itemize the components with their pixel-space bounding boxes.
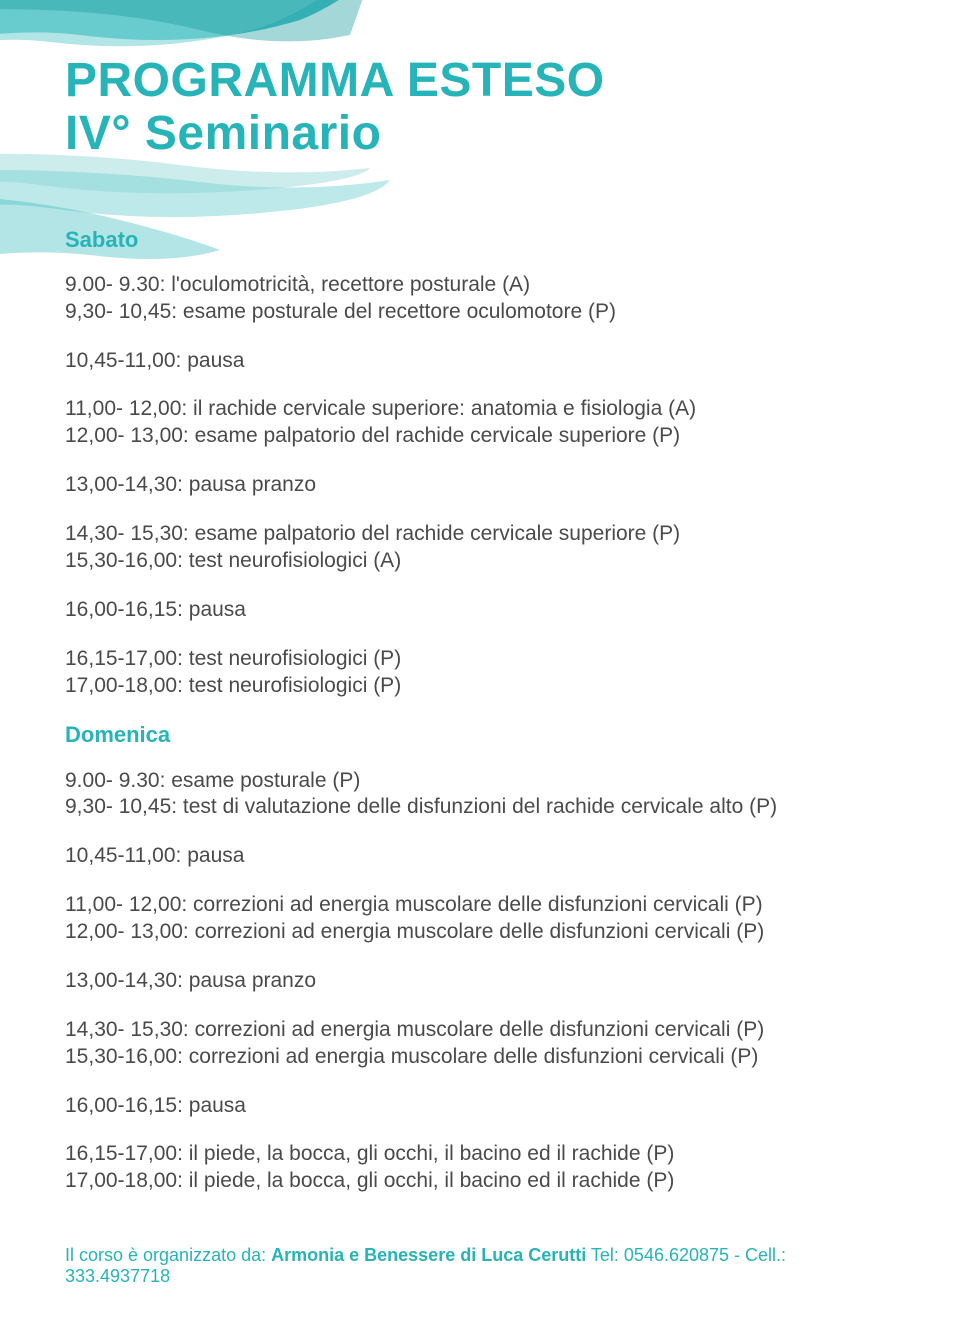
- schedule-block: 13,00-14,30: pausa pranzo: [65, 968, 895, 995]
- schedule-body: Sabato 9.00- 9.30: l'oculomotricità, rece…: [65, 226, 895, 1196]
- schedule-line: 16,15-17,00: il piede, la bocca, gli occ…: [65, 1141, 895, 1168]
- footer: Il corso è organizzato da: Armonia e Ben…: [65, 1245, 895, 1287]
- schedule-line: 17,00-18,00: il piede, la bocca, gli occ…: [65, 1168, 895, 1195]
- schedule-block: 11,00- 12,00: correzioni ad energia musc…: [65, 892, 895, 946]
- footer-org-name: Armonia e Benessere di Luca Cerutti: [271, 1245, 586, 1265]
- day-label: Domenica: [65, 721, 895, 749]
- schedule-line: 16,00-16,15: pausa: [65, 1093, 895, 1120]
- schedule-line: 13,00-14,30: pausa pranzo: [65, 472, 895, 499]
- schedule-block: 9.00- 9.30: esame posturale (P)9,30- 10,…: [65, 768, 895, 822]
- page-content: PROGRAMMA ESTESO IV° Seminario Sabato 9.0…: [0, 0, 960, 1195]
- title-line-1: PROGRAMMA ESTESO: [65, 55, 895, 108]
- schedule-line: 13,00-14,30: pausa pranzo: [65, 968, 895, 995]
- schedule-block: 9.00- 9.30: l'oculomotricità, recettore …: [65, 272, 895, 326]
- schedule-line: 9,30- 10,45: test di valutazione delle d…: [65, 794, 895, 821]
- schedule-line: 10,45-11,00: pausa: [65, 348, 895, 375]
- title-line-2: IV° Seminario: [65, 108, 895, 161]
- schedule-line: 14,30- 15,30: correzioni ad energia musc…: [65, 1017, 895, 1044]
- schedule-line: 14,30- 15,30: esame palpatorio del rachi…: [65, 521, 895, 548]
- schedule-block: 14,30- 15,30: esame palpatorio del rachi…: [65, 521, 895, 575]
- schedule-line: 16,00-16,15: pausa: [65, 597, 895, 624]
- schedule-block: 14,30- 15,30: correzioni ad energia musc…: [65, 1017, 895, 1071]
- schedule-block: 16,15-17,00: test neurofisiologici (P)17…: [65, 646, 895, 700]
- schedule-line: 11,00- 12,00: correzioni ad energia musc…: [65, 892, 895, 919]
- schedule-line: 11,00- 12,00: il rachide cervicale super…: [65, 396, 895, 423]
- schedule-block: 11,00- 12,00: il rachide cervicale super…: [65, 396, 895, 450]
- schedule-line: 12,00- 13,00: correzioni ad energia musc…: [65, 919, 895, 946]
- schedule-block: 13,00-14,30: pausa pranzo: [65, 472, 895, 499]
- schedule-block: 16,15-17,00: il piede, la bocca, gli occ…: [65, 1141, 895, 1195]
- schedule-line: 15,30-16,00: correzioni ad energia musco…: [65, 1044, 895, 1071]
- schedule-line: 9.00- 9.30: l'oculomotricità, recettore …: [65, 272, 895, 299]
- schedule-line: 15,30-16,00: test neurofisiologici (A): [65, 548, 895, 575]
- schedule-line: 16,15-17,00: test neurofisiologici (P): [65, 646, 895, 673]
- footer-intro: Il corso è organizzato da:: [65, 1245, 271, 1265]
- schedule-block: 10,45-11,00: pausa: [65, 843, 895, 870]
- schedule-line: 17,00-18,00: test neurofisiologici (P): [65, 673, 895, 700]
- schedule-line: 12,00- 13,00: esame palpatorio del rachi…: [65, 423, 895, 450]
- schedule-block: 16,00-16,15: pausa: [65, 1093, 895, 1120]
- page-title: PROGRAMMA ESTESO IV° Seminario: [65, 55, 895, 161]
- day-label: Sabato: [65, 226, 895, 254]
- schedule-block: 10,45-11,00: pausa: [65, 348, 895, 375]
- schedule-line: 9.00- 9.30: esame posturale (P): [65, 768, 895, 795]
- schedule-line: 10,45-11,00: pausa: [65, 843, 895, 870]
- schedule-line: 9,30- 10,45: esame posturale del recetto…: [65, 299, 895, 326]
- schedule-block: 16,00-16,15: pausa: [65, 597, 895, 624]
